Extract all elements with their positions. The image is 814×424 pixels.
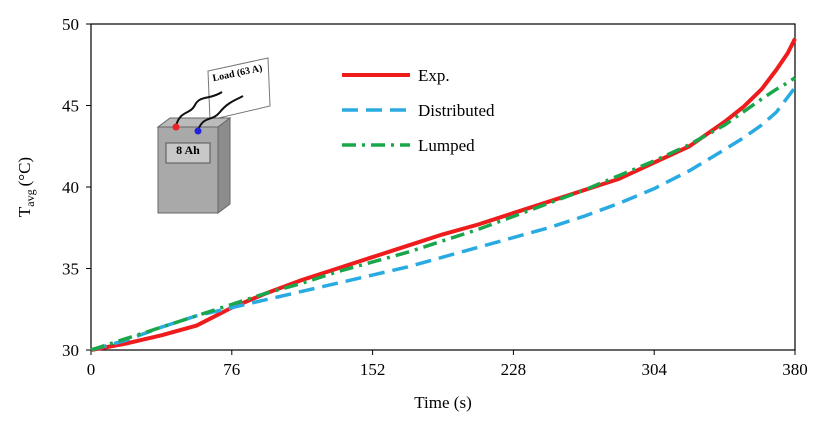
y-label-main: T: [15, 206, 34, 217]
x-tick-label: 304: [641, 360, 667, 379]
x-tick-label: 76: [223, 360, 240, 379]
annotation: 8 Ah: [176, 143, 200, 157]
x-tick-label: 380: [782, 360, 808, 379]
y-tick-label: 30: [62, 341, 79, 360]
y-tick-label: 40: [62, 178, 79, 197]
x-tick-label: 152: [360, 360, 386, 379]
legend-label: Distributed: [418, 101, 495, 120]
y-tick-label: 50: [62, 15, 79, 34]
y-tick-label: 45: [62, 97, 79, 116]
y-label-unit: (°C): [15, 157, 34, 186]
legend-label: Exp.: [418, 66, 450, 85]
series-line: [90, 37, 797, 352]
x-tick-label: 0: [87, 360, 96, 379]
series-line: [90, 76, 796, 352]
battery-illustration: Load (63 A) 8 Ah: [156, 57, 271, 214]
y-axis-label: Tavg (°C): [15, 157, 37, 217]
x-axis-label: Time (s): [414, 393, 471, 412]
series-line: [90, 86, 797, 352]
y-label-sub: avg: [23, 189, 37, 206]
x-tick-label: 228: [501, 360, 527, 379]
y-tick-label: 35: [62, 260, 79, 279]
legend-label: Lumped: [418, 136, 475, 155]
